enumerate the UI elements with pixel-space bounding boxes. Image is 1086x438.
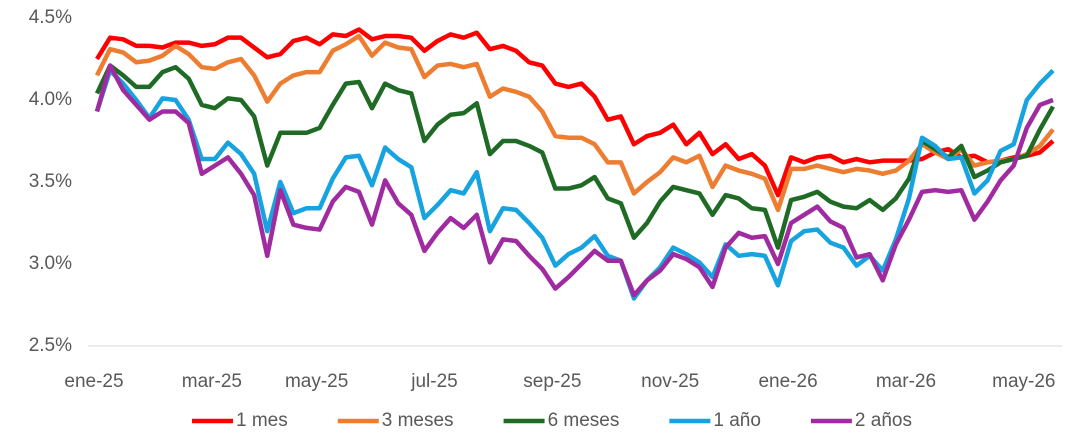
x-tick-label: may-25 [285,371,348,392]
legend-label: 6 meses [548,410,620,431]
x-tick-label: sep-25 [523,371,581,392]
y-tick-label: 3.0% [29,253,72,274]
x-tick-label: mar-26 [876,371,936,392]
x-tick-label: may-26 [992,371,1055,392]
x-tick-label: ene-25 [64,371,123,392]
y-tick-label: 4.5% [29,7,72,28]
y-tick-label: 4.0% [29,89,72,110]
x-tick-label: ene-26 [758,371,817,392]
x-tick-label: nov-25 [641,371,699,392]
legend-label: 2 años [855,410,912,431]
series-line [94,33,1055,213]
legend-label: 1 mes [236,410,288,431]
series-line [94,68,1055,301]
legend-label: 3 meses [382,410,454,431]
legend-label: 1 año [713,410,761,431]
y-tick-label: 2.5% [29,335,72,356]
x-tick-label: jul-25 [410,371,457,392]
series-line [94,63,1054,298]
series-line [94,63,1055,250]
y-tick-label: 3.5% [29,171,72,192]
series-line [95,27,1055,198]
x-tick-label: mar-25 [182,371,242,392]
